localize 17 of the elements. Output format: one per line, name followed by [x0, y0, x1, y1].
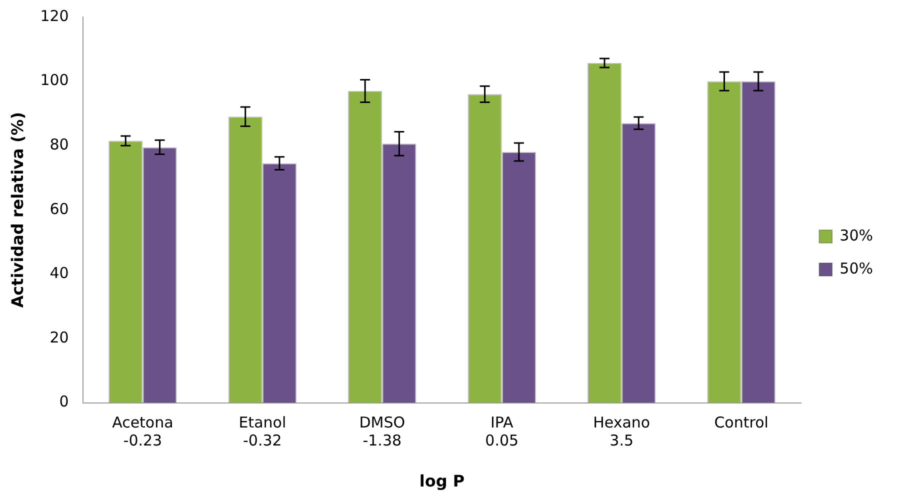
x-tick-label: Control	[714, 414, 768, 432]
y-tick-label: 60	[50, 200, 69, 218]
x-tick-label: Etanol -0.32	[238, 414, 286, 450]
y-tick-label: 120	[40, 6, 69, 25]
x-tick-label: DMSO -1.38	[359, 414, 406, 450]
y-tick-label: 80	[50, 135, 69, 154]
legend-label: 50%	[840, 259, 874, 278]
y-tick-label: 0	[59, 392, 69, 411]
x-tick-label: IPA 0.05	[485, 414, 519, 450]
y-tick-label: 40	[50, 264, 69, 282]
x-axis-title: log P	[419, 472, 465, 491]
y-tick-label: 20	[50, 328, 69, 346]
y-axis-title: Actividad relativa (%)	[8, 112, 27, 308]
y-tick-label: 100	[40, 71, 69, 90]
x-tick-label: Acetona -0.23	[112, 414, 174, 450]
x-tick-label: Hexano 3.5	[593, 414, 650, 450]
legend-label: 30%	[840, 226, 874, 244]
